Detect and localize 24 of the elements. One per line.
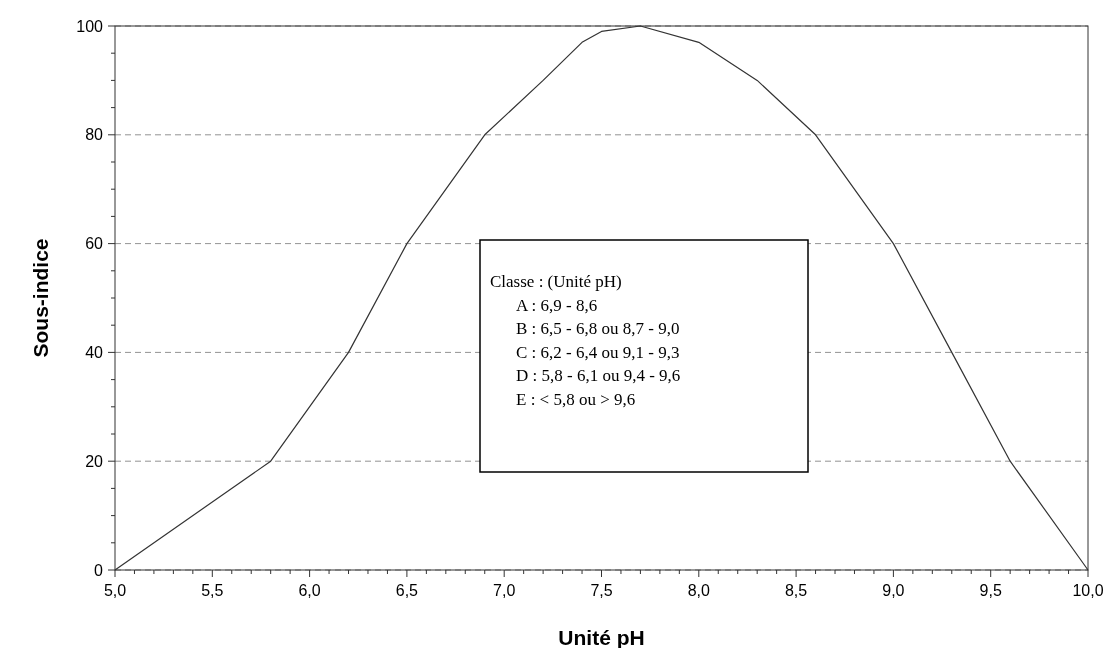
x-tick-label: 8,0 <box>687 582 711 599</box>
x-tick-label: 7,5 <box>590 582 613 599</box>
y-tick-label: 100 <box>76 17 104 35</box>
y-tick-label: 20 <box>85 452 104 470</box>
annotation: Classe : (Unité pH) <box>490 272 622 291</box>
y-axis-title: Sous-indice <box>29 238 52 358</box>
x-tick-label: 9,5 <box>979 582 1002 599</box>
annotation: C : 6,2 - 6,4 ou 9,1 - 9,3 <box>516 342 680 362</box>
annotation: B : 6,5 - 6,8 ou 8,7 - 9,0 <box>516 319 680 338</box>
y-tick-label: 0 <box>94 561 104 579</box>
x-tick-label: 5,5 <box>201 582 224 599</box>
x-tick-label: 7,0 <box>493 582 516 599</box>
x-tick-label: 6,5 <box>395 582 419 599</box>
x-tick-label: 5,0 <box>103 582 127 599</box>
x-tick-label: 10,0 <box>1072 582 1104 599</box>
annotation: A : 6,9 - 8,6 <box>516 295 598 315</box>
annotation: E : < 5,8 ou > 9,6 <box>516 389 636 409</box>
x-tick-label: 6,0 <box>298 582 321 599</box>
y-tick-label: 60 <box>85 235 104 253</box>
y-tick-label: 40 <box>85 344 104 361</box>
annotation: D : 5,8 - 6,1 ou 9,4 - 9,6 <box>516 366 681 385</box>
x-tick-label: 9,0 <box>882 582 905 599</box>
y-tick-label: 80 <box>85 126 104 144</box>
x-tick-label: 8,5 <box>784 582 808 599</box>
